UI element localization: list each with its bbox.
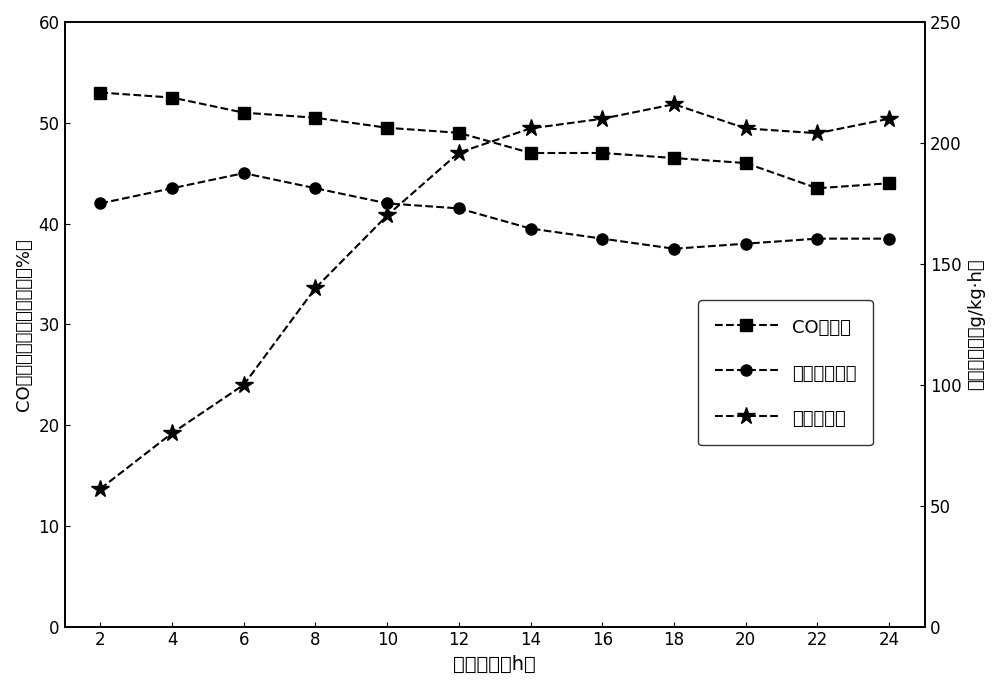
CO转化率 xyxy=(166,94,178,102)
CO转化率 xyxy=(525,149,537,157)
低碳醒选择性 xyxy=(525,225,537,233)
低碳醒产率 xyxy=(166,429,178,438)
低碳醒选择性 xyxy=(596,234,608,243)
CO转化率 xyxy=(596,149,608,157)
低碳醒选择性 xyxy=(381,199,393,207)
低碳醒选择性 xyxy=(668,245,680,253)
CO转化率 xyxy=(883,179,895,187)
低碳醒产率 xyxy=(525,124,537,132)
低碳醒选择性 xyxy=(238,169,250,177)
低碳醒产率 xyxy=(381,212,393,220)
低碳醒产率 xyxy=(811,129,823,137)
低碳醒选择性 xyxy=(453,204,465,212)
CO转化率 xyxy=(94,88,106,96)
低碳醒产率 xyxy=(238,380,250,389)
低碳醒产率 xyxy=(740,124,752,132)
低碳醒选择性 xyxy=(309,184,321,192)
低碳醒产率 xyxy=(883,114,895,123)
低碳醒选择性 xyxy=(740,240,752,248)
X-axis label: 反应时间（h）: 反应时间（h） xyxy=(453,655,536,674)
Line: 低碳醒产率: 低碳醒产率 xyxy=(91,95,898,497)
CO转化率 xyxy=(740,159,752,167)
CO转化率 xyxy=(668,154,680,162)
低碳醒产率 xyxy=(309,284,321,292)
Y-axis label: 低碳醒产率（g/kg·h）: 低碳醒产率（g/kg·h） xyxy=(967,258,985,390)
CO转化率 xyxy=(309,114,321,122)
低碳醒选择性 xyxy=(94,199,106,207)
低碳醒选择性 xyxy=(811,234,823,243)
Y-axis label: CO转化率和低碳醒选择性（%）: CO转化率和低碳醒选择性（%） xyxy=(15,238,33,411)
低碳醒产率 xyxy=(596,114,608,123)
CO转化率 xyxy=(453,129,465,137)
Line: 低碳醒选择性: 低碳醒选择性 xyxy=(95,167,895,254)
低碳醒产率 xyxy=(94,484,106,493)
低碳醒选择性 xyxy=(166,184,178,192)
Legend: CO转化率, 低碳醒选择性, 低碳醒产率: CO转化率, 低碳醒选择性, 低碳醒产率 xyxy=(698,300,873,445)
CO转化率 xyxy=(811,184,823,192)
低碳醒产率 xyxy=(668,100,680,108)
低碳醒选择性 xyxy=(883,234,895,243)
CO转化率 xyxy=(381,123,393,132)
CO转化率 xyxy=(238,109,250,117)
Line: CO转化率: CO转化率 xyxy=(95,87,895,194)
低碳醒产率 xyxy=(453,148,465,156)
